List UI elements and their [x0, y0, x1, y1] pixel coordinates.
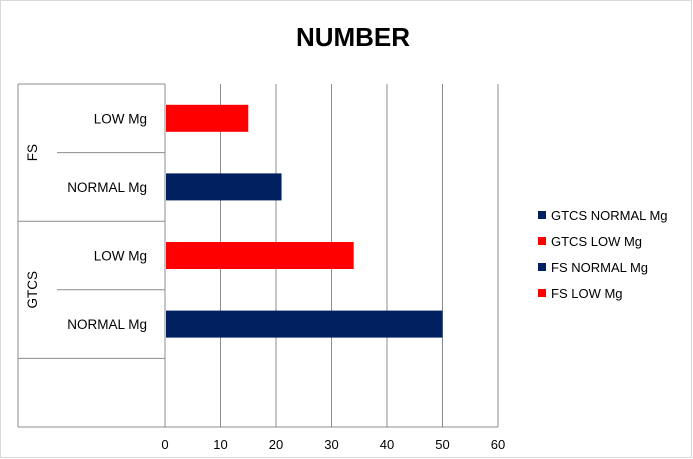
x-tick-labels: 0 10 20 30 40 50 60 — [161, 437, 505, 452]
legend: GTCS NORMAL Mg GTCS LOW Mg FS NORMAL Mg FS … — [538, 208, 668, 301]
axes — [17, 83, 498, 428]
x-tick-label: 40 — [380, 437, 394, 452]
x-tick-label: 0 — [161, 437, 168, 452]
group-labels: FS GTCS — [25, 144, 40, 309]
legend-label: GTCS LOW Mg — [551, 234, 642, 249]
bars — [166, 104, 443, 338]
bar — [166, 173, 282, 201]
bar — [166, 242, 354, 269]
legend-label: GTCS NORMAL Mg — [551, 208, 668, 223]
x-tick-label: 20 — [269, 437, 283, 452]
legend-swatch — [538, 263, 546, 271]
chart-title: NUMBER — [296, 22, 410, 52]
category-labels: LOW Mg NORMAL Mg LOW Mg NORMAL Mg — [67, 111, 147, 332]
legend-label: FS NORMAL Mg — [551, 260, 648, 275]
legend-swatch — [538, 237, 546, 245]
x-tick-label: 50 — [435, 437, 449, 452]
legend-label: FS LOW Mg — [551, 286, 623, 301]
category-label: NORMAL Mg — [67, 180, 147, 195]
legend-swatch — [538, 289, 546, 297]
bar — [166, 310, 443, 338]
x-tick-label: 10 — [213, 437, 227, 452]
category-label: NORMAL Mg — [67, 317, 147, 332]
category-label: LOW Mg — [94, 249, 147, 264]
x-tick-label: 60 — [491, 437, 505, 452]
legend-swatch — [538, 211, 546, 219]
x-tick-label: 30 — [324, 437, 338, 452]
group-label: GTCS — [25, 271, 40, 309]
category-label: LOW Mg — [94, 111, 147, 126]
bar — [166, 104, 249, 132]
group-label: FS — [25, 144, 40, 161]
gridlines — [220, 84, 499, 427]
